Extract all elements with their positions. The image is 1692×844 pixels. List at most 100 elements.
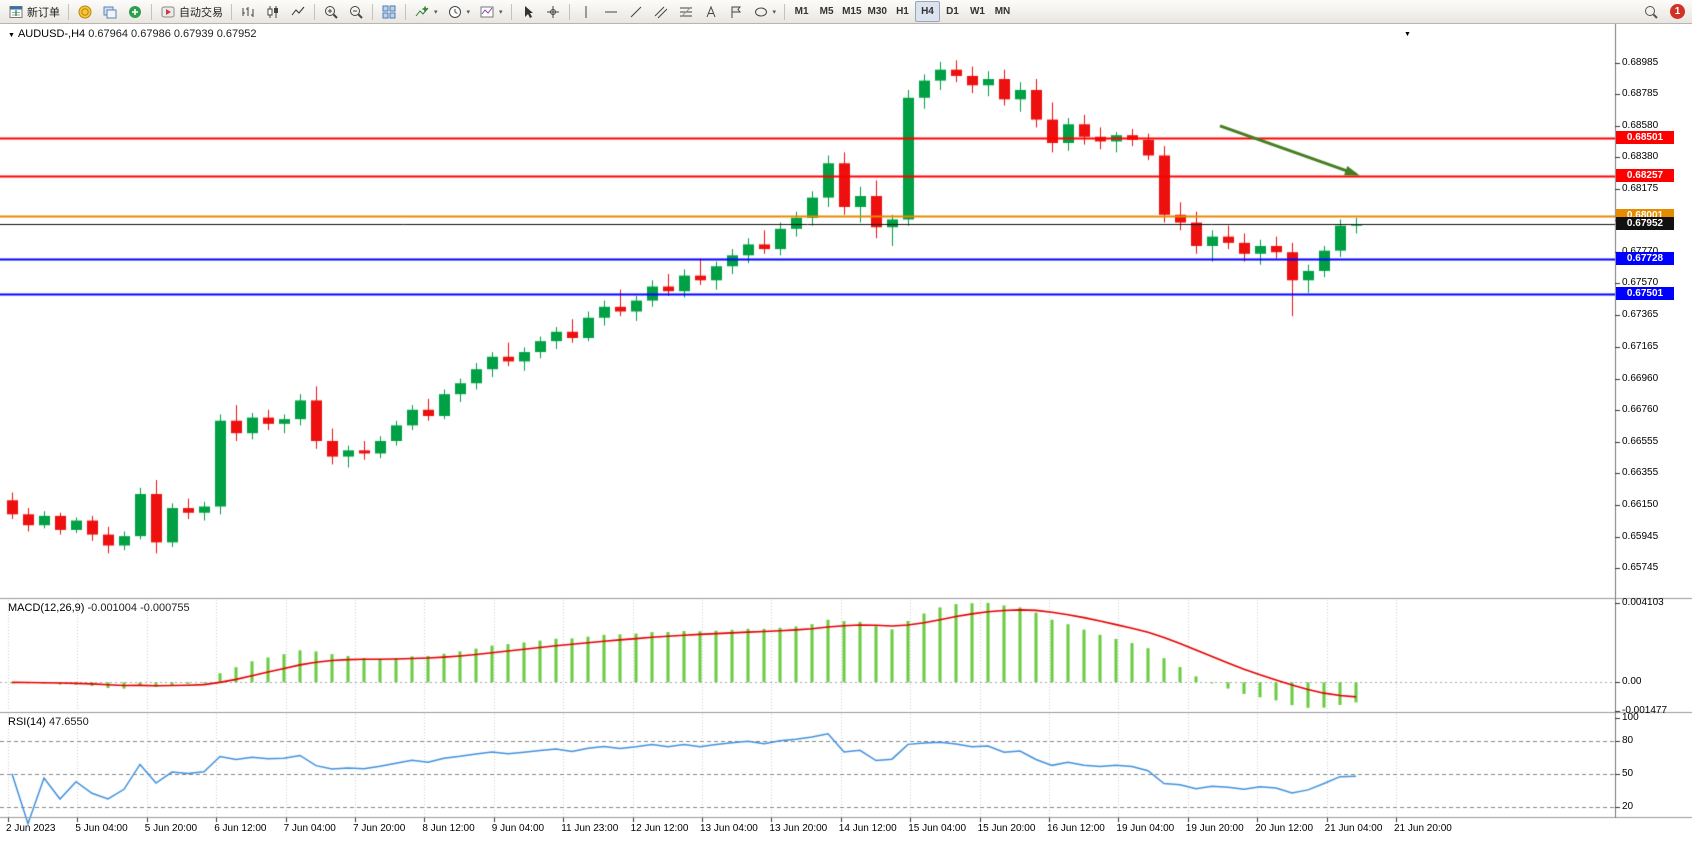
- timeframe-button-m30[interactable]: M30: [865, 1, 890, 22]
- toolbar-separator: [510, 3, 512, 20]
- timeframe-button-m15[interactable]: M15: [839, 1, 864, 22]
- price-axis-label: 0.66555: [1622, 435, 1659, 447]
- price-axis-label: 0.67770: [1622, 246, 1658, 258]
- rsi-axis-label: 20: [1622, 801, 1634, 813]
- deposit-button[interactable]: [73, 1, 97, 22]
- new-order-icon: [9, 5, 23, 18]
- rsi-label: RSI(14) 47.6550: [8, 716, 89, 728]
- profile-button[interactable]: [98, 1, 122, 22]
- time-axis-label: 6 Jun 12:00: [214, 823, 267, 834]
- fibonacci-button[interactable]: [674, 1, 698, 22]
- time-axis-label: 7 Jun 20:00: [353, 823, 406, 834]
- chart-canvas[interactable]: [0, 24, 1692, 844]
- search-icon: [1645, 5, 1658, 19]
- template-icon: [480, 6, 494, 17]
- price-line-badge: 0.68257: [1616, 169, 1674, 183]
- time-axis-label: 21 Jun 20:00: [1394, 823, 1452, 834]
- fibonacci-icon: [679, 6, 692, 17]
- horizontal-line-icon: [604, 11, 617, 12]
- trendline-button[interactable]: [624, 1, 648, 22]
- chevron-down-icon: ▾: [772, 8, 777, 16]
- chart-area: ▼ AUDUSD-,H4 0.67964 0.67986 0.67939 0.67…: [0, 24, 1692, 844]
- time-axis-label: 21 Jun 04:00: [1324, 823, 1383, 834]
- time-axis-label: 19 Jun 04:00: [1116, 823, 1175, 834]
- candlestick-chart-button[interactable]: [261, 1, 285, 22]
- macd-label: MACD(12,26,9) -0.001004 -0.000755: [8, 602, 190, 614]
- indicators-button[interactable]: ▾: [410, 1, 442, 22]
- toolbar-separator: [68, 3, 69, 20]
- macd-name: MACD(12,26,9): [8, 602, 85, 614]
- price-axis-label: 0.66355: [1622, 466, 1659, 478]
- timeframe-button-mn[interactable]: MN: [990, 1, 1015, 22]
- candlestick-chart-icon: [267, 5, 278, 18]
- macd-axis-label: 0.004103: [1622, 596, 1664, 608]
- macd-axis-label: 0.00: [1622, 676, 1642, 688]
- timeframe-button-d1[interactable]: D1: [940, 1, 965, 22]
- coin-icon: [78, 5, 92, 18]
- zoom-out-icon: [350, 5, 363, 19]
- toolbar-separator: [784, 3, 786, 20]
- shapes-button[interactable]: ▾: [749, 1, 781, 22]
- search-button[interactable]: [1639, 1, 1663, 22]
- channel-icon: [654, 6, 667, 18]
- time-axis-label: 9 Jun 04:00: [491, 823, 545, 834]
- tile-windows-button[interactable]: [377, 1, 401, 22]
- timeframe-button-h1[interactable]: H1: [890, 1, 915, 22]
- horizontal-line-button[interactable]: [599, 1, 623, 22]
- bar-chart-button[interactable]: [236, 1, 260, 22]
- chevron-down-icon: ▾: [434, 8, 438, 16]
- time-axis-label: 8 Jun 12:00: [422, 823, 475, 834]
- community-button[interactable]: [123, 1, 147, 22]
- community-icon: [129, 5, 141, 18]
- timeframe-button-m1[interactable]: M1: [789, 1, 814, 22]
- zoom-in-button[interactable]: [319, 1, 343, 22]
- rsi-name: RSI(14): [8, 716, 46, 728]
- price-axis-label: 0.66960: [1622, 372, 1659, 384]
- price-line-badge: 0.67728: [1616, 251, 1674, 265]
- autotrade-button[interactable]: 自动交易: [156, 1, 227, 22]
- price-axis-label: 0.67570: [1622, 277, 1659, 289]
- profiles-icon: [103, 6, 117, 18]
- time-axis-label: 13 Jun 04:00: [700, 823, 758, 834]
- zoom-out-button[interactable]: [344, 1, 368, 22]
- label-button[interactable]: [724, 1, 748, 22]
- price-axis-label: 0.68380: [1622, 151, 1659, 163]
- templates-button[interactable]: ▾: [475, 1, 507, 22]
- price-axis-label: 0.68985: [1622, 56, 1659, 68]
- chart-title: ▼ AUDUSD-,H4 0.67964 0.67986 0.67939 0.67…: [8, 28, 256, 42]
- timeframe-button-w1[interactable]: W1: [965, 1, 990, 22]
- scroll-marker-icon[interactable]: ▼: [1404, 31, 1411, 38]
- zoom-in-icon: [325, 5, 338, 19]
- price-axis-label: 0.66150: [1622, 498, 1659, 510]
- toolbar-separator: [405, 3, 406, 20]
- periods-button[interactable]: ▾: [443, 1, 475, 22]
- time-axis-label: 13 Jun 20:00: [769, 823, 828, 834]
- time-axis-label: 14 Jun 12:00: [838, 823, 897, 834]
- collapse-arrow-icon[interactable]: ▼: [8, 32, 15, 39]
- price-axis-label: 0.67165: [1622, 340, 1659, 352]
- chart-symbol-period: AUDUSD-,H4: [17, 28, 86, 40]
- vertical-line-button[interactable]: [574, 1, 598, 22]
- channel-button[interactable]: [649, 1, 673, 22]
- shapes-icon: [754, 7, 767, 16]
- toolbar-separator: [314, 3, 315, 20]
- timeframe-button-h4[interactable]: H4: [914, 1, 940, 22]
- text-button[interactable]: [699, 1, 723, 22]
- notification-badge[interactable]: 1: [1670, 4, 1685, 19]
- text-icon: [706, 5, 716, 17]
- new-order-button[interactable]: 新订单: [4, 1, 64, 22]
- macd-values: -0.001004 -0.000755: [87, 602, 190, 614]
- line-chart-button[interactable]: [286, 1, 310, 22]
- time-axis-label: 20 Jun 12:00: [1255, 823, 1314, 834]
- price-axis-label: 0.68580: [1622, 119, 1659, 131]
- rsi-axis-label: 80: [1622, 734, 1634, 746]
- timeframe-button-m5[interactable]: M5: [814, 1, 839, 22]
- crosshair-button[interactable]: [541, 1, 565, 22]
- toolbar-separator: [151, 3, 152, 20]
- price-axis-label: 0.65745: [1622, 562, 1659, 574]
- trendline-icon: [630, 6, 641, 17]
- indicators-icon: [415, 6, 429, 16]
- time-axis-label: 15 Jun 20:00: [977, 823, 1036, 834]
- bar-chart-icon: [242, 6, 254, 17]
- cursor-button[interactable]: [516, 1, 540, 22]
